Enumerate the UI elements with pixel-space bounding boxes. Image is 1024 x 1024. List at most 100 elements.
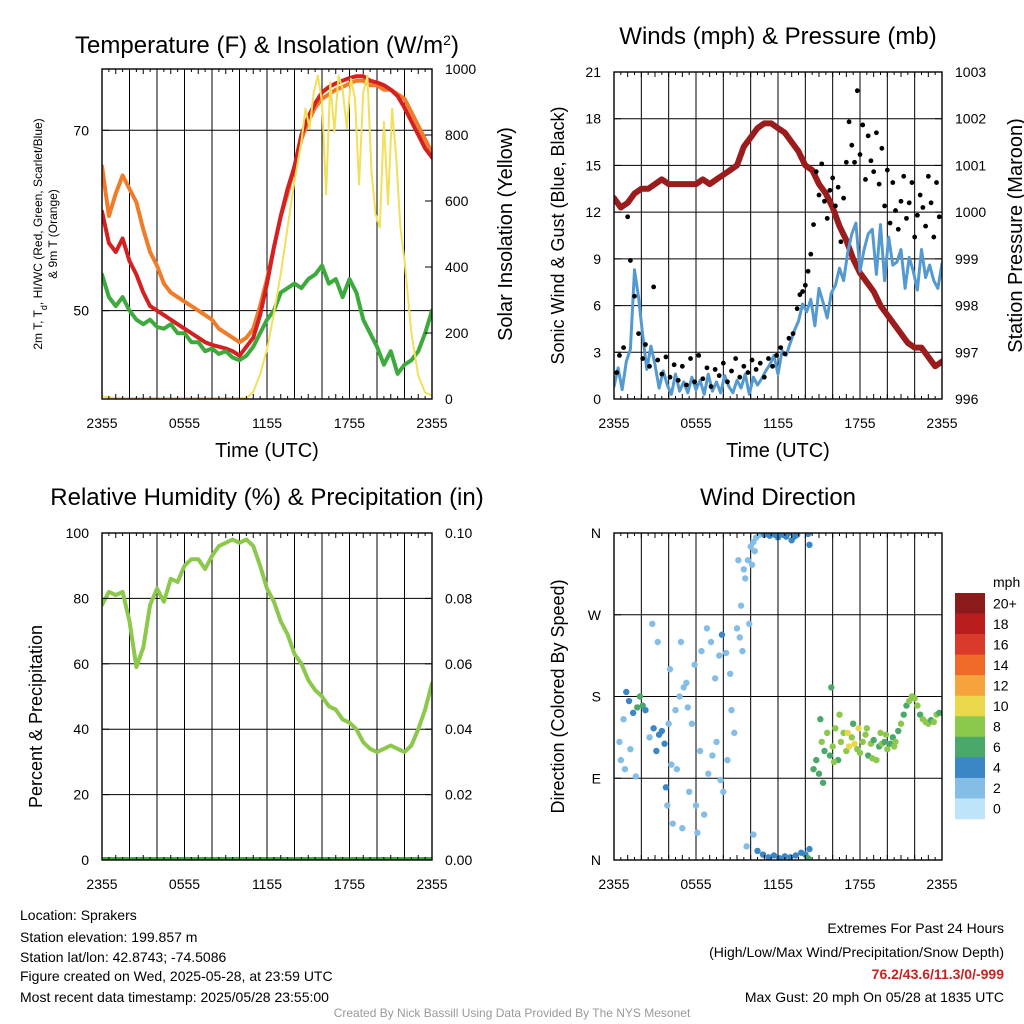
direction-point [890,743,898,750]
direction-point [830,758,838,766]
direction-point [685,788,693,796]
direction-point [703,625,711,632]
plot-area [102,537,432,860]
chart-panel-1: 2355 0555 1155 1755 2355 50 70 0 200 400 600 800 100… [31,32,517,462]
y-right-axis-label: Station Pressure (Maroon) [1005,118,1024,353]
direction-point [642,706,649,714]
direction-point [718,631,726,638]
direction-point [754,847,761,855]
direction-point [736,634,743,641]
direction-point [694,829,701,836]
colorbar-swatch [955,675,985,697]
gust-point [679,363,685,369]
direction-point [806,541,813,549]
chart-title-end: ) [451,32,459,59]
direction-point [740,566,748,573]
y-axis-label-line2: & 9m T (Orange) [46,189,60,279]
gust-point [857,152,863,157]
y-tick-label: 3 [593,344,601,360]
direction-point [661,740,668,747]
colorbar-label: 10 [993,698,1009,714]
direction-point [731,729,738,737]
x-tick-label: 1155 [252,415,282,431]
direction-point [751,547,758,555]
colorbar-swatch [955,716,985,738]
y-right-tick-label: 1000 [955,204,986,220]
y-label-part: , HI/WC (Red, Green, Scarlet/Blue) [31,118,45,305]
y-tick-label: N [591,852,601,868]
direction-point [817,716,824,723]
y-right-axis-label: Solar Insolation (Yellow) [495,127,517,341]
direction-point [701,811,708,818]
y-tick-label: 40 [73,721,89,737]
y-tick-label: 0 [593,391,601,407]
direction-point [837,738,845,746]
direction-point [629,709,637,717]
gust-point [692,379,698,385]
gust-point [931,234,937,240]
series-line-2 [102,74,432,358]
direction-point [726,670,734,677]
chart-panel-4: 2355 0555 1155 1755 2355 N E S W N Wind Direction D… [548,484,1020,892]
gust-point [876,181,882,187]
direction-point [829,743,836,750]
direction-point [804,854,812,860]
direction-point [821,747,828,755]
y-right-tick-label: 0.06 [445,656,472,672]
gust-point [841,195,846,201]
y-axis-label: Sonic Wind & Gust (Blue, Black) [548,106,568,364]
y-tick-label: 100 [66,525,90,541]
direction-point [650,725,657,732]
x-tick-label: 2355 [926,415,957,431]
direction-point [668,761,675,768]
gust-point [813,169,819,175]
direction-point [743,843,750,850]
direction-point [632,773,640,780]
colorbar-label: 8 [993,719,1001,735]
gust-point [893,208,898,213]
y-right-tick-label: 1003 [955,64,986,80]
gust-point [800,289,805,294]
series-line-3 [102,263,432,376]
gust-point [805,268,811,274]
direction-point [705,770,712,777]
gust-point [920,205,926,210]
gust-point [625,214,631,220]
direction-point [724,756,731,764]
gust-point [700,376,706,382]
gust-point [871,169,877,175]
y-right-tick-label: 0.08 [445,590,472,606]
direction-point [654,638,661,646]
gust-point [849,142,855,148]
gust-point [671,362,677,368]
colorbar-label: 0 [993,801,1001,817]
direction-point [877,729,884,737]
x-tick-label: 2355 [598,415,629,431]
direction-point [717,776,724,784]
x-tick-label: 1755 [334,415,365,431]
direction-point [696,747,704,755]
y-right-tick-label: 0.00 [445,852,472,868]
y-tick-label: 80 [73,590,89,606]
direction-point [720,788,727,796]
gust-point [675,377,681,383]
direction-point [859,738,866,746]
direction-point [691,661,698,668]
gust-point [835,184,841,190]
colorbar-swatch [955,695,985,717]
gust-point [915,212,920,218]
series-line-1 [614,120,942,370]
direction-point [845,743,853,750]
direction-point [665,720,672,727]
gust-point [621,345,626,351]
y-tick-label: 18 [585,111,601,127]
direction-point [870,736,877,744]
gust-point [778,345,784,351]
direction-point [836,711,843,718]
colorbar-label: 16 [993,636,1009,652]
direction-point [627,745,634,753]
chart-title-sup: 2 [443,32,451,48]
y-tick-label: 15 [585,157,601,173]
direction-point [863,725,871,732]
